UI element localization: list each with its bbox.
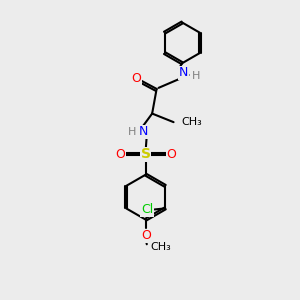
Text: O: O bbox=[115, 148, 125, 161]
Text: H: H bbox=[128, 127, 136, 137]
Text: O: O bbox=[167, 148, 176, 161]
Text: N: N bbox=[139, 125, 148, 138]
Text: O: O bbox=[131, 72, 141, 85]
Text: O: O bbox=[141, 229, 151, 242]
Text: CH₃: CH₃ bbox=[150, 242, 171, 253]
Text: N: N bbox=[178, 66, 188, 80]
Text: CH₃: CH₃ bbox=[181, 117, 202, 127]
Text: H: H bbox=[192, 71, 200, 81]
Text: S: S bbox=[141, 147, 151, 161]
Text: Cl: Cl bbox=[141, 203, 153, 216]
